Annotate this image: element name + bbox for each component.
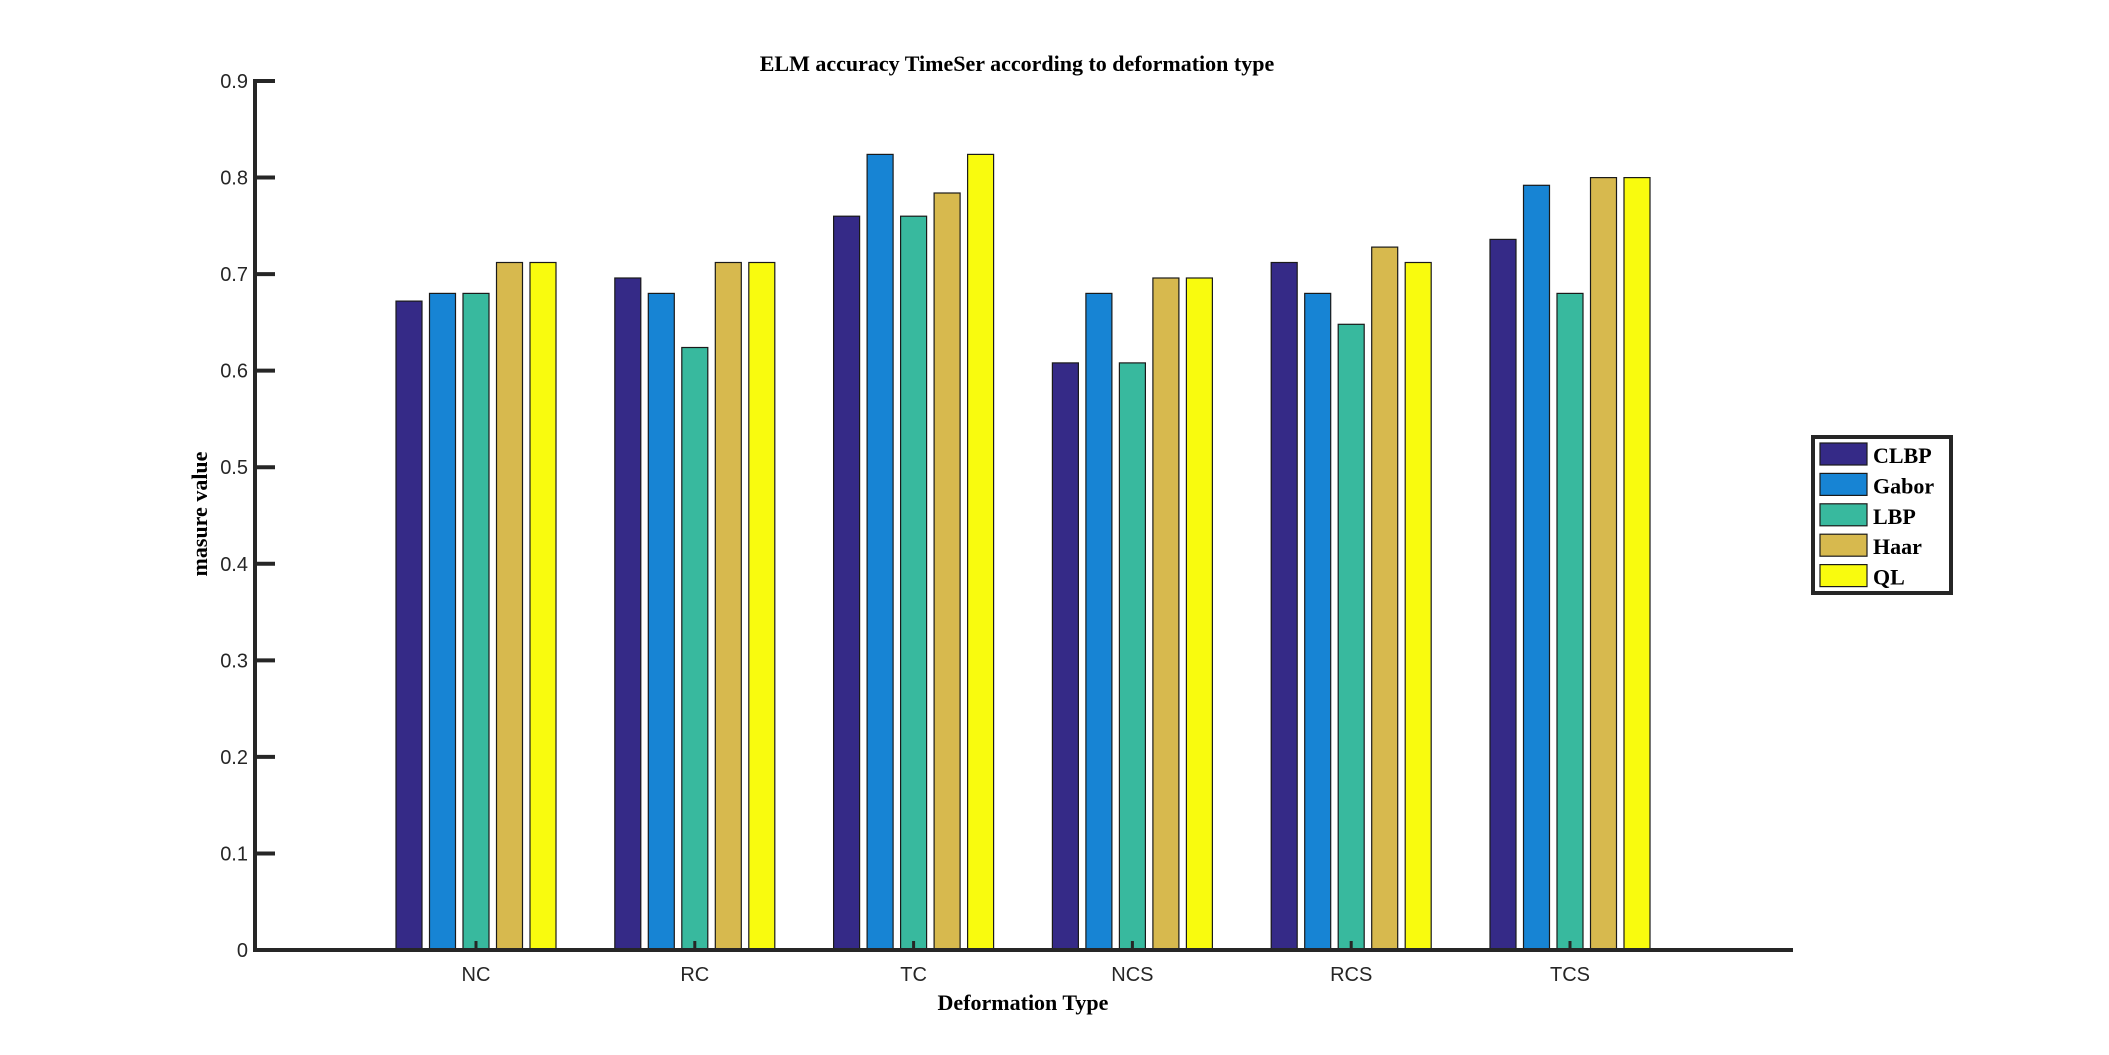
bar-gabor-rcs	[1304, 292, 1332, 951]
y-tick-label: 0.3	[220, 650, 248, 672]
legend-label-clbp: CLBP	[1873, 443, 1932, 468]
x-tick-label: TC	[900, 964, 927, 986]
bar-haar-rc	[714, 261, 742, 951]
legend-swatch-lbp	[1819, 503, 1868, 527]
legend-label-haar: Haar	[1873, 534, 1922, 559]
bar-clbp-rcs	[1270, 261, 1298, 951]
x-tick-label: RC	[680, 964, 709, 986]
legend-swatch-haar	[1819, 533, 1868, 557]
y-tick-label: 0.2	[220, 747, 248, 769]
legend-label-gabor: Gabor	[1873, 473, 1934, 498]
y-tick-label: 0.5	[220, 457, 248, 479]
bar-ql-tc	[966, 153, 995, 951]
y-tick-label: 0.8	[220, 168, 248, 190]
bar-ql-rc	[748, 261, 776, 951]
y-tick-label: 0	[237, 940, 248, 962]
bar-clbp-rc	[614, 277, 642, 951]
bar-clbp-nc	[395, 300, 423, 951]
bar-ql-ncs	[1185, 277, 1214, 951]
bar-lbp-rcs	[1337, 323, 1365, 951]
x-ticks: NC RC TC NCS RCS TCS	[462, 941, 1590, 986]
legend-label-ql: QL	[1873, 565, 1905, 590]
y-tick-label: 0.1	[220, 843, 248, 865]
y-tick-label: 0.6	[220, 361, 248, 383]
bar-ql-nc	[529, 261, 557, 951]
bar-haar-tcs	[1589, 177, 1618, 951]
x-tick-label: RCS	[1330, 964, 1372, 986]
y-tick-label: 0.9	[220, 71, 248, 93]
bar-haar-rcs	[1371, 246, 1399, 951]
axes-layer	[253, 79, 1793, 952]
bar-lbp-rc	[681, 346, 709, 951]
chart-title: ELM accuracy TimeSer according to deform…	[760, 51, 1275, 76]
y-axis-label: masure value	[187, 451, 212, 576]
bar-gabor-ncs	[1085, 292, 1113, 951]
y-ticks: 0 0.1 0.2 0.3 0.4 0.5 0.6 0.7 0.8 0.9	[220, 71, 275, 962]
legend-swatch-clbp	[1819, 442, 1868, 466]
bar-lbp-tcs	[1556, 292, 1584, 951]
bar-gabor-tcs	[1522, 184, 1551, 951]
y-tick-label: 0.4	[220, 554, 248, 576]
bar-gabor-tc	[866, 153, 894, 951]
bar-haar-nc	[495, 261, 524, 951]
bar-clbp-tcs	[1489, 238, 1517, 951]
bars-layer	[395, 153, 1651, 951]
bar-gabor-rc	[647, 292, 675, 951]
bar-gabor-nc	[428, 292, 457, 951]
bar-ql-tcs	[1623, 177, 1651, 951]
legend-label-lbp: LBP	[1873, 504, 1916, 529]
legend-entries: CLBP Gabor LBP Haar QL	[1819, 442, 1934, 590]
legend: CLBP Gabor LBP Haar QL	[1811, 435, 1953, 595]
bar-haar-tc	[933, 192, 961, 951]
legend-swatch-gabor	[1819, 472, 1868, 496]
bar-lbp-nc	[462, 292, 490, 951]
x-tick-label: TCS	[1550, 964, 1590, 986]
bar-haar-ncs	[1152, 277, 1180, 951]
bar-clbp-ncs	[1051, 362, 1080, 951]
legend-swatch-ql	[1819, 563, 1868, 588]
x-tick-label: NCS	[1111, 964, 1153, 986]
x-tick-label: NC	[462, 964, 491, 986]
bar-clbp-tc	[832, 215, 861, 951]
bar-lbp-tc	[899, 215, 928, 951]
bar-ql-rcs	[1404, 261, 1432, 951]
x-axis-label: Deformation Type	[938, 990, 1109, 1015]
y-tick-label: 0.7	[220, 264, 248, 286]
bar-lbp-ncs	[1118, 362, 1147, 951]
